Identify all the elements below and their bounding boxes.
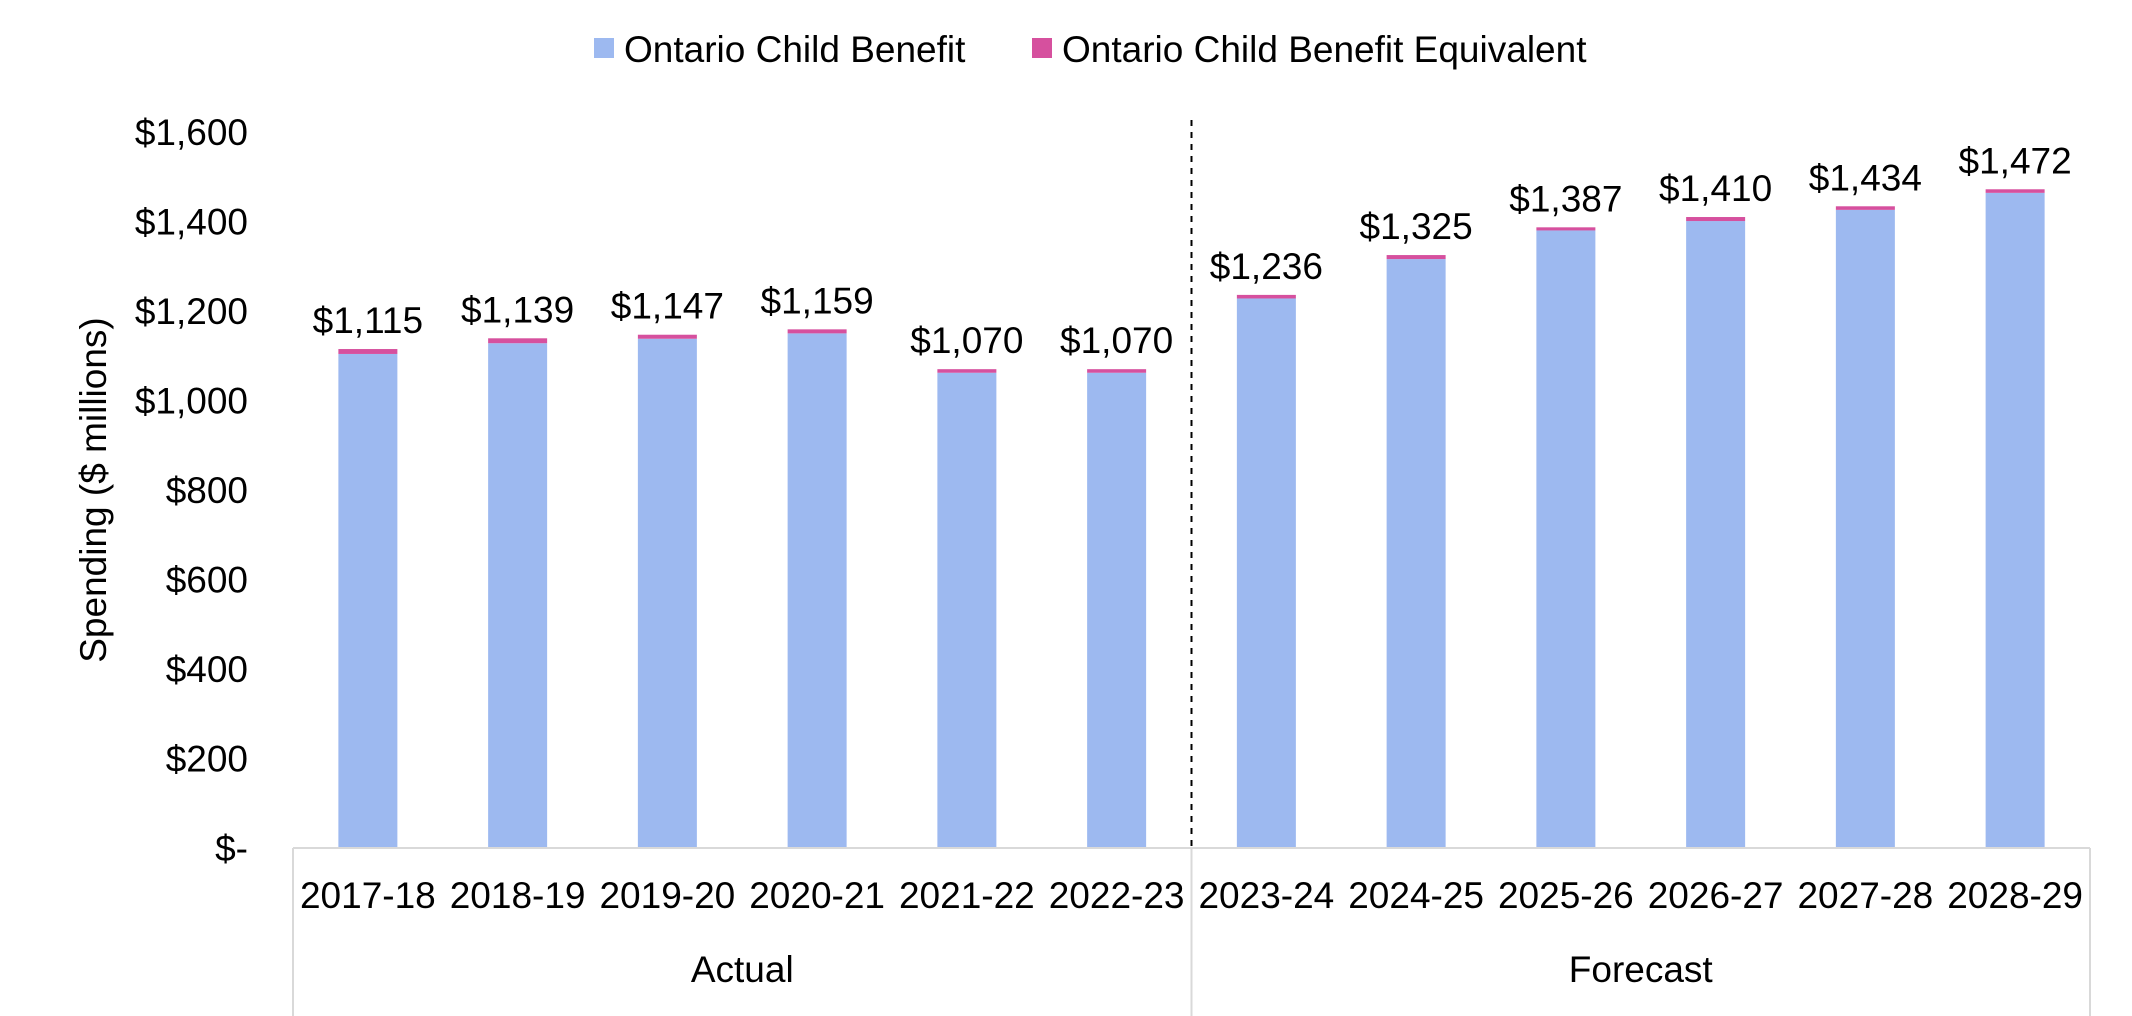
x-axis: 2017-18 2018-19 2019-20 2020-21 2021-22 2022-… bbox=[292, 120, 2091, 1016]
value-label-2017-18: $1,115 bbox=[313, 300, 423, 341]
y-axis-title-group: Spending ($ millions) bbox=[73, 317, 114, 663]
value-label-2025-26: $1,387 bbox=[1509, 178, 1622, 219]
y-tick-label: $800 bbox=[166, 470, 248, 511]
y-axis-title: Spending ($ millions) bbox=[73, 317, 114, 663]
legend-label-1: Ontario Child Benefit bbox=[624, 29, 966, 70]
x-tick-label: 2018-19 bbox=[450, 875, 586, 916]
value-label-2026-27: $1,410 bbox=[1659, 168, 1772, 209]
x-tick-label: 2028-29 bbox=[1947, 875, 2083, 916]
x-group-label-1: Actual bbox=[691, 949, 794, 990]
bar-ocb-2026-27 bbox=[1686, 221, 1746, 849]
bar-ocbe-2022-23 bbox=[1087, 369, 1147, 373]
y-tick-label: $600 bbox=[166, 560, 248, 601]
value-label-2024-25: $1,325 bbox=[1360, 206, 1473, 247]
x-tick-label: 2019-20 bbox=[599, 875, 735, 916]
value-label-2027-28: $1,434 bbox=[1809, 157, 1922, 198]
bar-ocbe-2023-24 bbox=[1236, 294, 1296, 299]
bar-ocb-2028-29 bbox=[1985, 192, 2045, 849]
x-tick-label: 2020-21 bbox=[749, 875, 885, 916]
x-tick-label: 2021-22 bbox=[899, 875, 1035, 916]
bar-ocbe-2026-27 bbox=[1686, 217, 1746, 222]
bar-ocb-2027-28 bbox=[1835, 209, 1895, 849]
x-tick-label: 2026-27 bbox=[1648, 875, 1784, 916]
bar-ocb-2024-25 bbox=[1386, 259, 1446, 849]
y-tick-label: $400 bbox=[166, 649, 248, 690]
legend-label-2: Ontario Child Benefit Equivalent bbox=[1062, 29, 1587, 70]
y-tick-label: $200 bbox=[166, 739, 248, 780]
bar-ocb-2018-19 bbox=[488, 343, 548, 848]
x-tick-label: 2022-23 bbox=[1049, 875, 1185, 916]
bar-ocbe-2020-21 bbox=[787, 329, 847, 334]
y-axis: $- $200 $400 $600 $800 $1,000 $1,200 $1,400 $1,6… bbox=[135, 112, 248, 869]
bar-ocbe-2019-20 bbox=[637, 334, 697, 339]
bar-ocbe-2021-22 bbox=[937, 369, 997, 373]
y-tick-label: $1,600 bbox=[135, 112, 248, 153]
bar-ocb-2021-22 bbox=[937, 372, 997, 848]
bar-ocbe-2027-28 bbox=[1835, 206, 1895, 210]
legend: Ontario Child Benefit Ontario Child Benef… bbox=[594, 29, 1587, 70]
bar-ocbe-2017-18 bbox=[338, 349, 398, 354]
value-label-2021-22: $1,070 bbox=[910, 320, 1023, 361]
x-tick-label: 2027-28 bbox=[1797, 875, 1933, 916]
y-tick-label: $- bbox=[215, 828, 248, 869]
x-group-label-2: Forecast bbox=[1569, 949, 1714, 990]
y-tick-label: $1,400 bbox=[135, 202, 248, 243]
bar-ocbe-2028-29 bbox=[1985, 189, 2045, 193]
value-labels: $1,115 $1,139 $1,147 $1,159 $1,070 $1,070 $1,2… bbox=[313, 140, 2072, 361]
value-label-2019-20: $1,147 bbox=[611, 286, 724, 327]
x-tick-label: 2017-18 bbox=[300, 875, 436, 916]
bar-ocbe-2024-25 bbox=[1386, 255, 1446, 260]
value-label-2020-21: $1,159 bbox=[761, 280, 874, 321]
bar-ocb-2025-26 bbox=[1536, 230, 1596, 848]
value-label-2028-29: $1,472 bbox=[1959, 140, 2072, 181]
x-tick-label: 2024-25 bbox=[1348, 875, 1484, 916]
value-label-2023-24: $1,236 bbox=[1210, 246, 1323, 287]
y-tick-label: $1,200 bbox=[135, 291, 248, 332]
bar-ocb-2023-24 bbox=[1236, 298, 1296, 849]
value-label-2018-19: $1,139 bbox=[461, 289, 574, 330]
y-tick-label: $1,000 bbox=[135, 381, 248, 422]
legend-swatch-1 bbox=[594, 38, 614, 58]
bar-ocbe-2025-26 bbox=[1536, 227, 1596, 231]
bars bbox=[338, 189, 2045, 849]
x-tick-label: 2025-26 bbox=[1498, 875, 1634, 916]
value-label-2022-23: $1,070 bbox=[1060, 320, 1173, 361]
bar-ocbe-2018-19 bbox=[488, 338, 548, 344]
bar-ocb-2022-23 bbox=[1087, 372, 1147, 848]
legend-swatch-2 bbox=[1032, 38, 1052, 58]
bar-ocb-2019-20 bbox=[637, 338, 697, 848]
x-tick-label: 2023-24 bbox=[1198, 875, 1334, 916]
bar-ocb-2017-18 bbox=[338, 353, 398, 848]
bar-ocb-2020-21 bbox=[787, 333, 847, 848]
